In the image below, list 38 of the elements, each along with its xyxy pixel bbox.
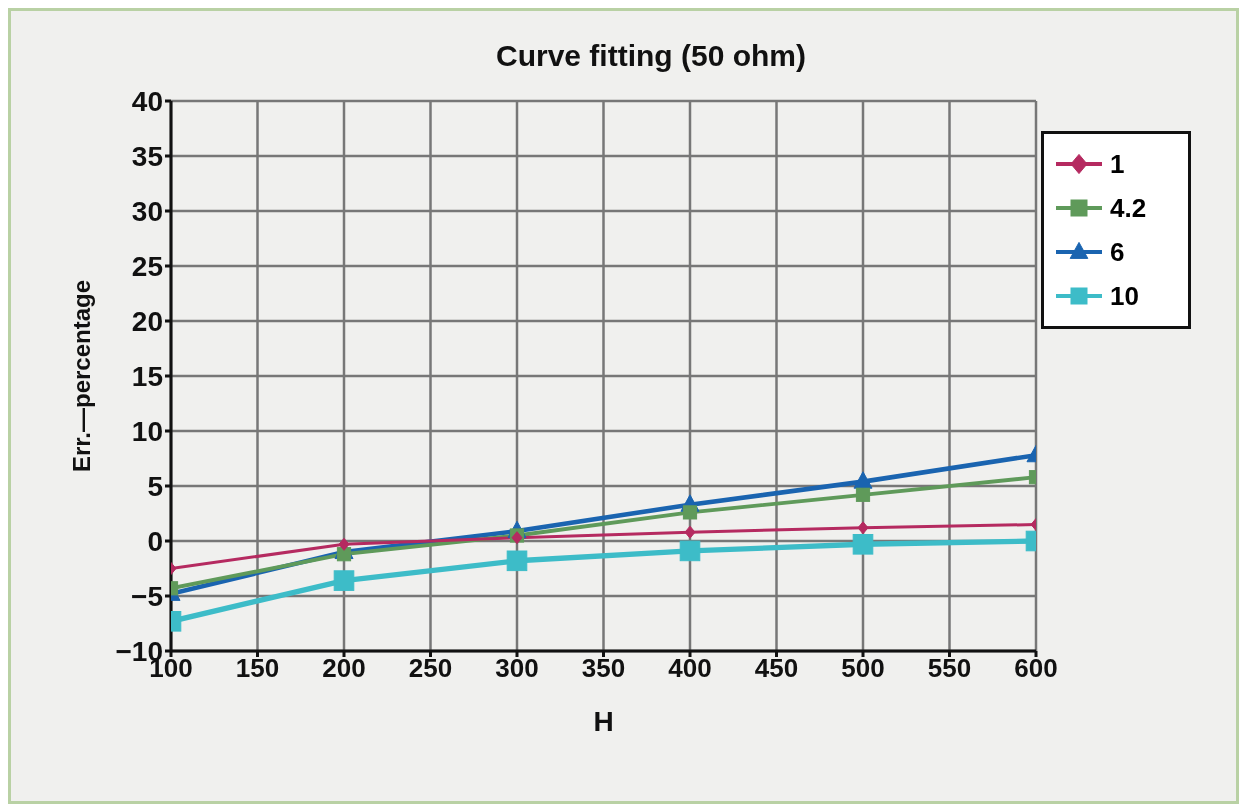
x-tick-label: 350 — [581, 653, 626, 684]
point — [855, 487, 871, 502]
point — [682, 505, 698, 520]
x-tick-label: 450 — [754, 653, 799, 684]
y-tick-label: 20 — [131, 305, 163, 337]
point — [679, 540, 701, 562]
y-tick-label: 0 — [147, 525, 163, 557]
y-tick-label: 10 — [131, 415, 163, 447]
x-tick-label: 300 — [495, 653, 539, 684]
point — [338, 537, 350, 551]
chart-title: Curve fitting (50 ohm) — [495, 39, 807, 72]
y-axis-title: Err.—percentage — [67, 279, 95, 473]
x-tick-label: 250 — [408, 653, 453, 684]
x-tick-label: 200 — [322, 653, 366, 684]
legend-label: 4.2 — [1110, 192, 1147, 224]
legend-label: 1 — [1110, 148, 1125, 180]
legend-label: 6 — [1110, 236, 1125, 268]
y-tick-label: 5 — [147, 470, 163, 502]
x-tick-label: 500 — [841, 653, 885, 684]
point — [853, 471, 873, 489]
x-axis-title: H — [593, 706, 614, 737]
point — [684, 525, 696, 539]
point — [857, 521, 869, 535]
x-tick-label: 400 — [668, 653, 712, 684]
y-tick-label: 35 — [131, 140, 163, 172]
y-tick-label: −5 — [131, 580, 163, 612]
y-tick-label: 30 — [131, 195, 163, 227]
point — [506, 550, 528, 572]
y-tick-label: 15 — [131, 360, 163, 392]
x-tick-label: 550 — [927, 653, 972, 684]
point — [852, 534, 874, 555]
point — [336, 547, 352, 562]
x-tick-label: 600 — [1014, 653, 1058, 684]
y-tick-label: 25 — [131, 250, 163, 282]
legend-label: 10 — [1110, 280, 1139, 312]
point — [333, 570, 355, 591]
y-tick-label: 40 — [131, 85, 163, 117]
x-tick-label: 150 — [235, 653, 280, 684]
